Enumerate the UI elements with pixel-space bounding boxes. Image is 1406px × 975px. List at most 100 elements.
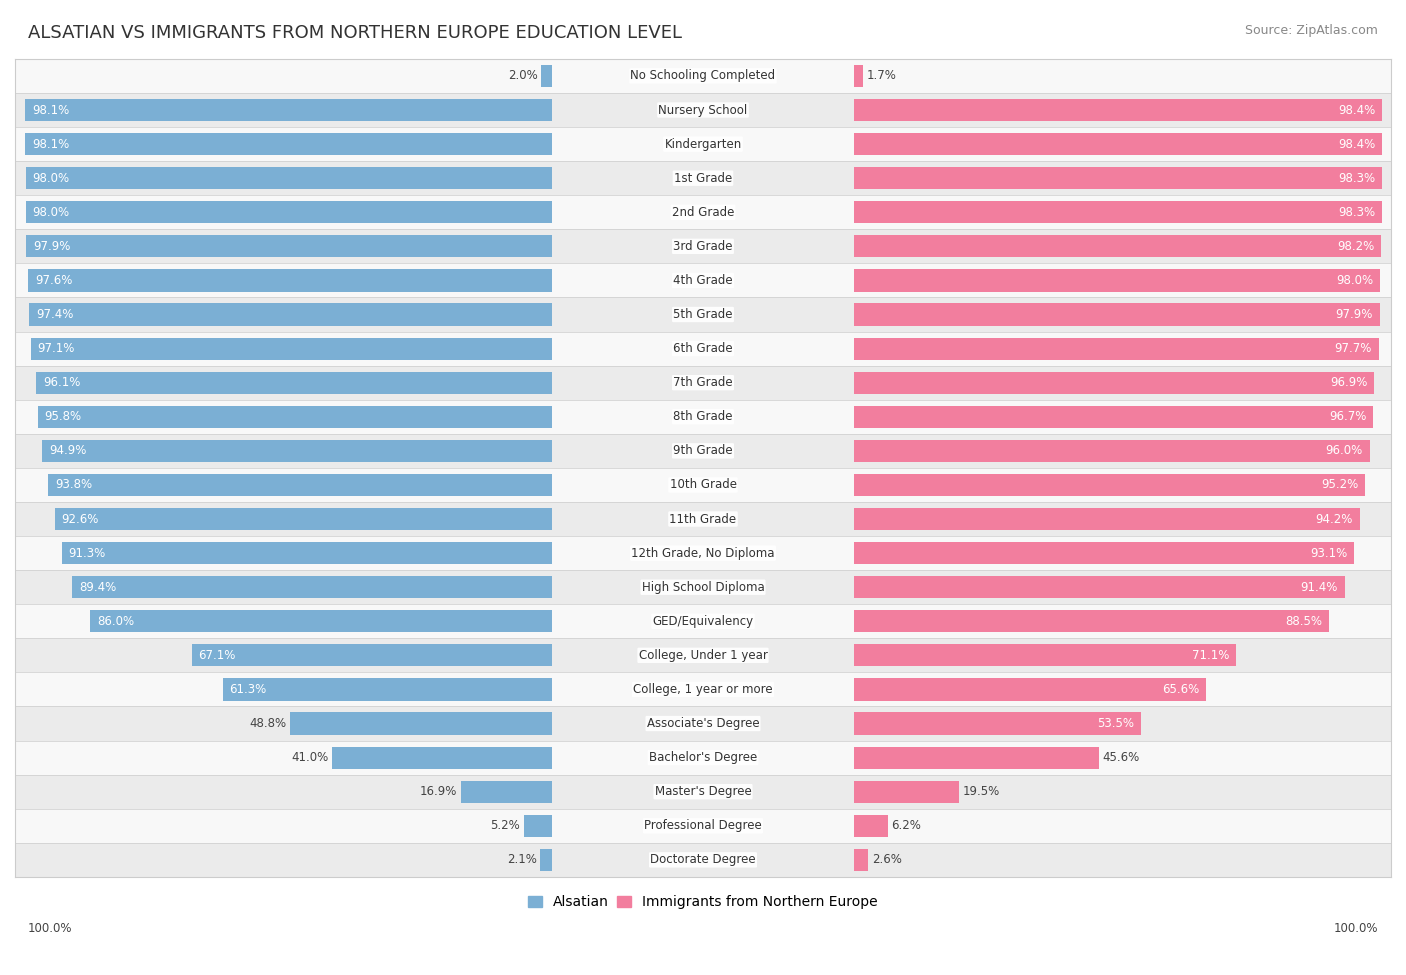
Text: 88.5%: 88.5% [1285,615,1323,628]
Text: 6.2%: 6.2% [891,819,921,833]
Text: 98.1%: 98.1% [32,137,69,150]
Text: 19.5%: 19.5% [963,785,1000,799]
Text: 12th Grade, No Diploma: 12th Grade, No Diploma [631,547,775,560]
Bar [30,303,551,326]
Bar [855,713,1142,734]
Bar [15,570,1391,604]
Text: 6th Grade: 6th Grade [673,342,733,355]
Bar [855,679,1206,700]
Bar [27,235,551,257]
Text: Professional Degree: Professional Degree [644,819,762,833]
Text: 5.2%: 5.2% [491,819,520,833]
Bar [55,508,551,530]
Bar [222,679,551,700]
Text: 48.8%: 48.8% [249,717,287,730]
Text: 16.9%: 16.9% [420,785,457,799]
Text: 61.3%: 61.3% [229,682,267,696]
Text: 94.2%: 94.2% [1316,513,1353,526]
Text: 2.1%: 2.1% [508,853,537,867]
Bar [72,576,551,599]
Bar [25,201,551,223]
Text: 2.6%: 2.6% [872,853,901,867]
Bar [855,303,1379,326]
Bar [62,542,551,565]
Text: Source: ZipAtlas.com: Source: ZipAtlas.com [1244,24,1378,37]
Bar [15,775,1391,808]
Text: 11th Grade: 11th Grade [669,513,737,526]
Bar [855,781,959,802]
Text: 96.7%: 96.7% [1329,410,1367,423]
Bar [15,400,1391,434]
Text: 71.1%: 71.1% [1192,648,1229,662]
Bar [332,747,551,768]
Text: 98.0%: 98.0% [1336,274,1374,287]
Text: 92.6%: 92.6% [62,513,98,526]
Bar [855,167,1382,189]
Bar [15,502,1391,536]
Text: 93.1%: 93.1% [1310,547,1347,560]
Text: 41.0%: 41.0% [291,751,328,764]
Text: GED/Equivalency: GED/Equivalency [652,615,754,628]
Text: 97.9%: 97.9% [34,240,70,253]
Bar [191,644,551,667]
Text: 95.8%: 95.8% [45,410,82,423]
Text: No Schooling Completed: No Schooling Completed [630,69,776,83]
Text: 98.1%: 98.1% [32,103,69,116]
Bar [15,58,1391,93]
Text: 65.6%: 65.6% [1163,682,1199,696]
Bar [15,468,1391,502]
Bar [855,644,1236,667]
Text: 94.9%: 94.9% [49,445,87,457]
Text: 96.1%: 96.1% [42,376,80,389]
Bar [540,849,551,871]
Text: 1st Grade: 1st Grade [673,172,733,184]
Text: 4th Grade: 4th Grade [673,274,733,287]
Bar [855,815,887,837]
Bar [90,610,551,633]
Text: 89.4%: 89.4% [79,581,117,594]
Bar [461,781,551,802]
Text: 91.4%: 91.4% [1301,581,1339,594]
Text: 96.9%: 96.9% [1330,376,1368,389]
Bar [855,610,1329,633]
Bar [15,229,1391,263]
Bar [15,297,1391,332]
Legend: Alsatian, Immigrants from Northern Europe: Alsatian, Immigrants from Northern Europ… [523,890,883,915]
Bar [15,842,1391,877]
Text: 98.4%: 98.4% [1339,103,1375,116]
Bar [25,133,551,155]
Text: 98.3%: 98.3% [1339,206,1375,218]
Text: 97.9%: 97.9% [1336,308,1372,321]
Bar [15,127,1391,161]
Bar [25,98,551,121]
Text: 97.1%: 97.1% [38,342,75,355]
Bar [855,474,1365,496]
Bar [855,98,1382,121]
Bar [15,161,1391,195]
Text: 2nd Grade: 2nd Grade [672,206,734,218]
Bar [855,269,1381,292]
Text: 7th Grade: 7th Grade [673,376,733,389]
Text: 2.0%: 2.0% [508,69,537,83]
Bar [855,508,1360,530]
Text: 53.5%: 53.5% [1098,717,1135,730]
Bar [15,707,1391,741]
Bar [855,65,863,87]
Bar [15,808,1391,842]
Bar [15,434,1391,468]
Bar [31,337,551,360]
Text: 9th Grade: 9th Grade [673,445,733,457]
Bar [855,201,1382,223]
Text: 100.0%: 100.0% [28,921,73,935]
Bar [15,673,1391,707]
Bar [855,440,1369,462]
Bar [28,269,551,292]
Bar [15,93,1391,127]
Text: 98.2%: 98.2% [1337,240,1375,253]
Bar [38,406,551,428]
Text: 98.0%: 98.0% [32,172,70,184]
Text: 67.1%: 67.1% [198,648,236,662]
Bar [855,371,1374,394]
Text: 1.7%: 1.7% [868,69,897,83]
Text: Doctorate Degree: Doctorate Degree [650,853,756,867]
